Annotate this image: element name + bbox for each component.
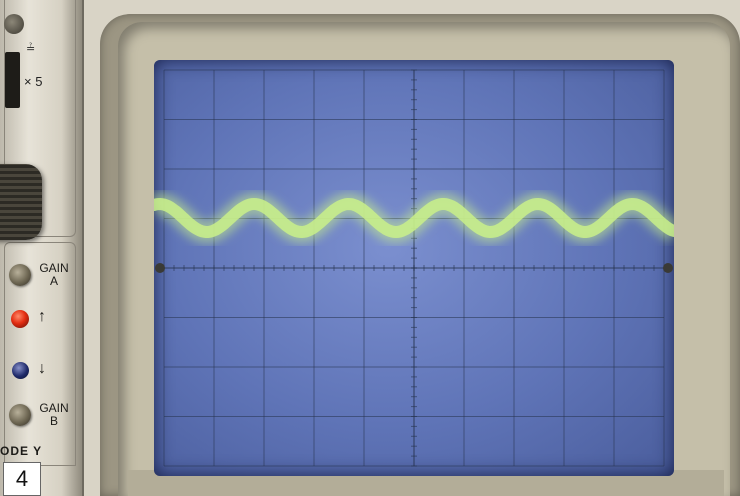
upper-panel-section bbox=[4, 0, 76, 237]
gain-a-label-text: GAIN bbox=[39, 261, 69, 275]
down-arrow-icon: ↓ bbox=[38, 360, 46, 377]
waveform-trace bbox=[154, 197, 674, 239]
gain-a-knob[interactable] bbox=[9, 264, 31, 286]
x5-label: × 5 bbox=[24, 74, 43, 89]
graticule-svg bbox=[154, 69, 674, 467]
gain-b-label: GAIN B bbox=[34, 402, 74, 428]
gain-b-label-text: GAIN bbox=[39, 401, 69, 415]
position-knob[interactable] bbox=[0, 164, 42, 240]
crt-screen bbox=[154, 60, 674, 476]
gain-b-knob[interactable] bbox=[9, 404, 31, 426]
mode-y-label: ODE Y bbox=[0, 444, 43, 458]
red-indicator-button[interactable] bbox=[11, 310, 29, 328]
magnifier-switch[interactable] bbox=[5, 52, 20, 108]
ground-icon: ≟ bbox=[26, 43, 36, 55]
up-arrow-icon: ↑ bbox=[38, 308, 46, 325]
top-knob[interactable] bbox=[4, 14, 24, 34]
gain-a-label-sub: A bbox=[49, 274, 58, 288]
control-panel: ≟ × 5 GAIN A ↑ ↓ GAIN B ODE Y bbox=[0, 0, 84, 496]
figure-number: 4 bbox=[3, 462, 41, 496]
gain-b-label-sub: B bbox=[49, 414, 58, 428]
left-screw-icon bbox=[155, 263, 165, 273]
blue-indicator-button[interactable] bbox=[12, 362, 29, 379]
right-screw-icon bbox=[663, 263, 673, 273]
gain-a-label: GAIN A bbox=[34, 262, 74, 288]
